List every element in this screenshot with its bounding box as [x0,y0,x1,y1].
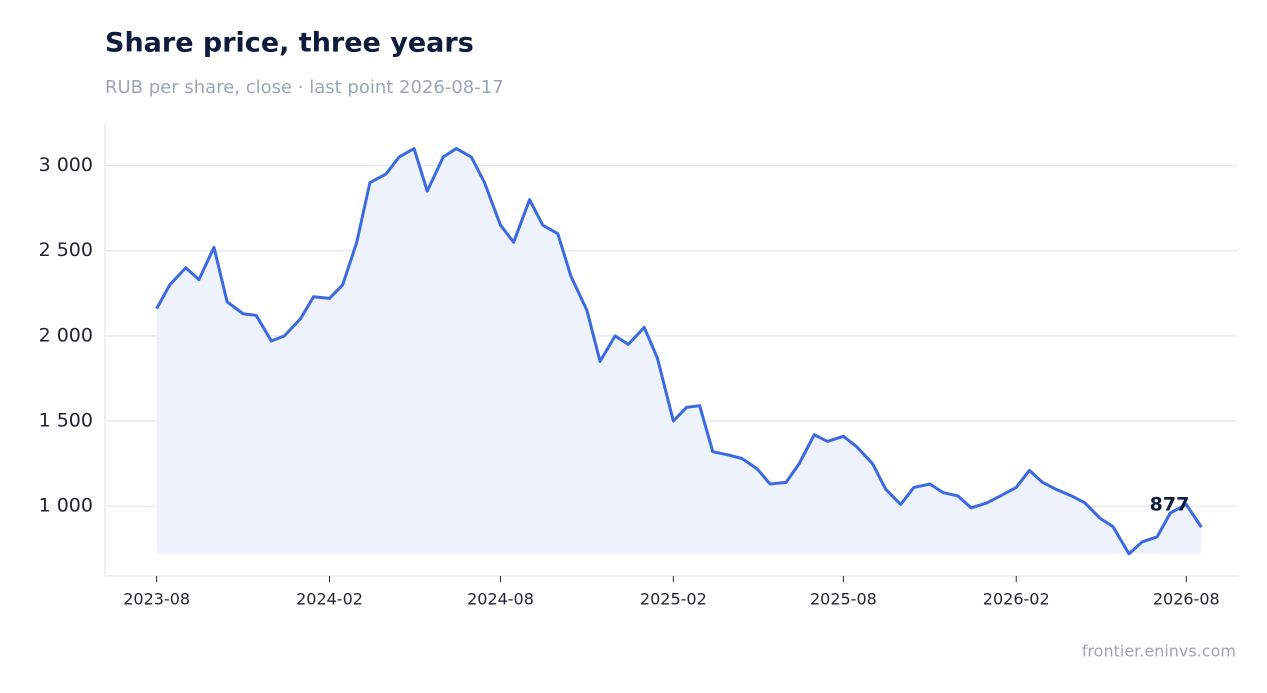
last-value-label: 877 [1150,494,1190,516]
x-tick-label: 2024-08 [467,590,534,609]
source: frontier.eninvs.com [1082,642,1236,661]
y-tick-label: 1 500 [39,410,93,432]
y-tick-label: 2 500 [39,239,93,261]
y-tick-label: 1 000 [39,495,93,517]
y-tick-label: 3 000 [39,154,93,176]
chart-subtitle: RUB per share, close · last point 2026-0… [105,77,504,98]
x-tick-label: 2026-08 [1153,590,1220,609]
x-tick-label: 2024-02 [296,590,363,609]
line [155,147,1203,556]
area [156,148,1202,554]
x-tick-label: 2026-02 [983,590,1050,609]
x-tick-label: 2025-08 [810,590,877,609]
chart-title: Share price, three years [105,28,474,59]
y-tick-label: 2 000 [39,324,93,346]
x-tick-label: 2023-08 [123,590,190,609]
x-tick-label: 2025-02 [640,590,707,609]
